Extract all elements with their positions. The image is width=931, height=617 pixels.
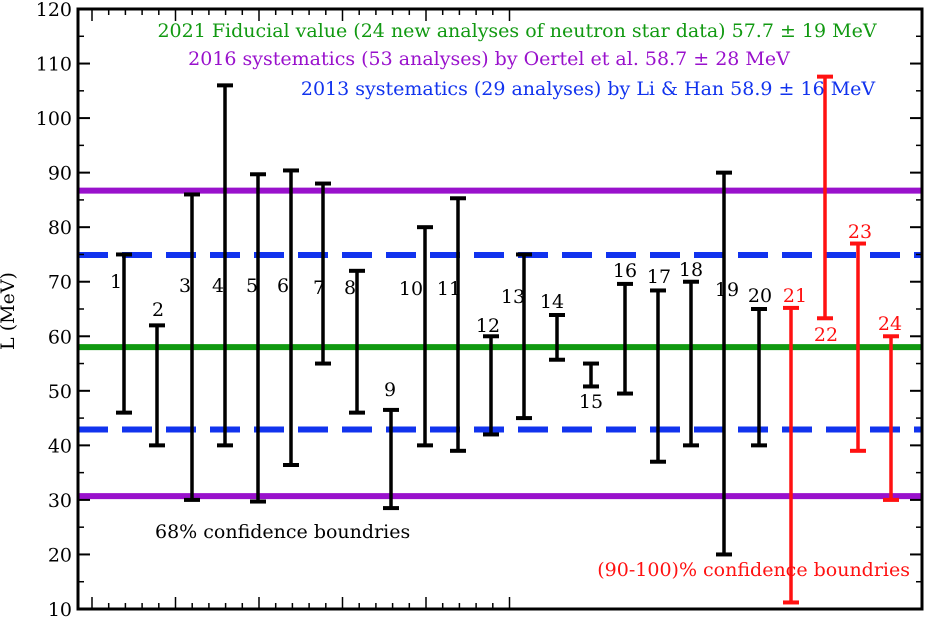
band-legend: 2021 Fiducial value (24 new analyses of … — [157, 20, 876, 100]
reference-bands — [78, 187, 922, 500]
legend-fiducial: 2021 Fiducial value (24 new analyses of … — [157, 20, 876, 42]
error-bar-label-5: 5 — [246, 275, 258, 297]
error-bar-label-4: 4 — [212, 275, 224, 297]
error-bar-label-23: 23 — [848, 221, 872, 243]
y-tick-label-110: 110 — [36, 54, 72, 76]
error-bar-label-24: 24 — [878, 313, 902, 335]
error-bar-label-3: 3 — [179, 275, 191, 297]
error-bar-label-12: 12 — [476, 315, 500, 337]
error-bar-label-19: 19 — [715, 279, 739, 301]
error-bar-label-8: 8 — [344, 277, 356, 299]
error-bar-3: 3 — [179, 192, 200, 502]
error-bar-label-14: 14 — [540, 291, 564, 313]
error-bar-12: 12 — [476, 315, 500, 437]
y-tick-label-20: 20 — [48, 544, 72, 566]
error-bar-label-13: 13 — [501, 286, 525, 308]
error-bar-19: 19 — [715, 170, 739, 557]
error-bar-1: 1 — [110, 252, 132, 415]
error-bar-18: 18 — [679, 259, 703, 448]
error-bar-16: 16 — [613, 260, 637, 396]
y-tick-label-60: 60 — [48, 326, 72, 348]
legend-oertel: 2016 systematics (53 analyses) by Oertel… — [188, 48, 790, 70]
error-bar-23: 23 — [848, 221, 872, 453]
y-tick-label-70: 70 — [48, 272, 72, 294]
error-bar-4: 4 — [212, 83, 233, 448]
error-bar-5: 5 — [246, 172, 266, 504]
error-bar-11: 11 — [437, 196, 466, 453]
error-bar-label-10: 10 — [399, 278, 423, 300]
y-tick-label-90: 90 — [48, 163, 72, 185]
error-bar-21: 21 — [783, 285, 807, 605]
error-bar-label-1: 1 — [110, 271, 122, 293]
error-bar-label-2: 2 — [152, 299, 164, 321]
y-tick-label-40: 40 — [48, 435, 72, 457]
error-bar-label-9: 9 — [384, 379, 396, 401]
error-bar-label-7: 7 — [313, 277, 325, 299]
error-bar-9: 9 — [383, 379, 399, 511]
legend-li-han: 2013 systematics (29 analyses) by Li & H… — [301, 78, 876, 100]
error-bar-6: 6 — [277, 168, 299, 467]
y-tick-label-30: 30 — [48, 490, 72, 512]
error-bar-20: 20 — [748, 285, 772, 448]
error-bar-label-21: 21 — [783, 285, 807, 307]
error-bar-24: 24 — [878, 313, 902, 502]
error-bar-label-20: 20 — [748, 285, 772, 307]
y-tick-label-100: 100 — [36, 108, 72, 130]
error-bar-label-17: 17 — [647, 266, 671, 288]
error-bar-label-11: 11 — [437, 278, 461, 300]
error-bar-2: 2 — [149, 299, 165, 448]
annotation-68-percent: 68% confidence boundries — [155, 521, 410, 543]
error-bar-17: 17 — [647, 266, 671, 464]
y-axis-label: L (MeV) — [0, 272, 19, 350]
error-bar-label-16: 16 — [613, 260, 637, 282]
error-bar-10: 10 — [399, 225, 433, 448]
error-bar-13: 13 — [501, 252, 532, 421]
error-bar-15: 15 — [579, 361, 603, 413]
error-bar-7: 7 — [313, 181, 331, 366]
error-bar-label-22: 22 — [814, 324, 838, 346]
y-tick-label-50: 50 — [48, 381, 72, 403]
y-tick-label-80: 80 — [48, 217, 72, 239]
error-bar-8: 8 — [344, 268, 365, 415]
error-bar-label-6: 6 — [277, 275, 289, 297]
y-tick-label-120: 120 — [36, 0, 72, 21]
annotation-90-100-percent: (90-100)% confidence boundries — [597, 559, 910, 581]
y-tick-label-10: 10 — [48, 599, 72, 617]
plot-frame — [76, 7, 924, 611]
error-bar-label-18: 18 — [679, 259, 703, 281]
error-bar-label-15: 15 — [579, 391, 603, 413]
error-bar-14: 14 — [540, 291, 565, 362]
error-bar-22: 22 — [814, 74, 838, 346]
